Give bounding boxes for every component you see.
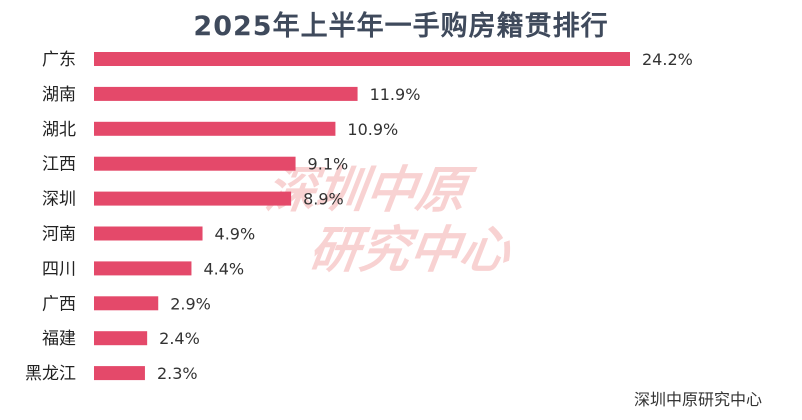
source-note: 深圳中原研究中心 [633,390,762,409]
category-label: 河南 [42,225,76,245]
value-label: 24.2% [642,50,693,69]
bar [94,191,292,206]
bar [94,226,203,241]
category-label: 广东 [42,50,76,70]
category-label: 四川 [42,259,76,279]
category-label: 湖南 [42,85,76,105]
value-label: 2.4% [159,329,200,348]
category-label: 江西 [42,155,76,175]
bar [94,156,296,171]
bar [94,296,159,311]
value-label: 2.3% [157,364,198,383]
bar [94,331,148,346]
value-label: 2.9% [170,294,211,313]
value-label: 4.9% [215,225,256,244]
bar [94,86,358,101]
bar [94,52,630,66]
category-label: 黑龙江 [25,364,76,384]
bar [94,261,192,276]
bar [94,366,145,381]
category-label: 湖北 [42,120,76,140]
value-label: 11.9% [370,85,421,104]
value-label: 10.9% [347,120,398,139]
category-label: 福建 [42,329,76,349]
value-label: 9.1% [308,155,349,174]
category-label: 广西 [42,294,76,314]
value-label: 8.9% [303,190,344,209]
value-label: 4.4% [203,259,244,278]
bar [94,121,336,136]
category-label: 深圳 [42,190,76,210]
chart-title: 2025年上半年一手购房籍贯排行 [193,11,609,42]
